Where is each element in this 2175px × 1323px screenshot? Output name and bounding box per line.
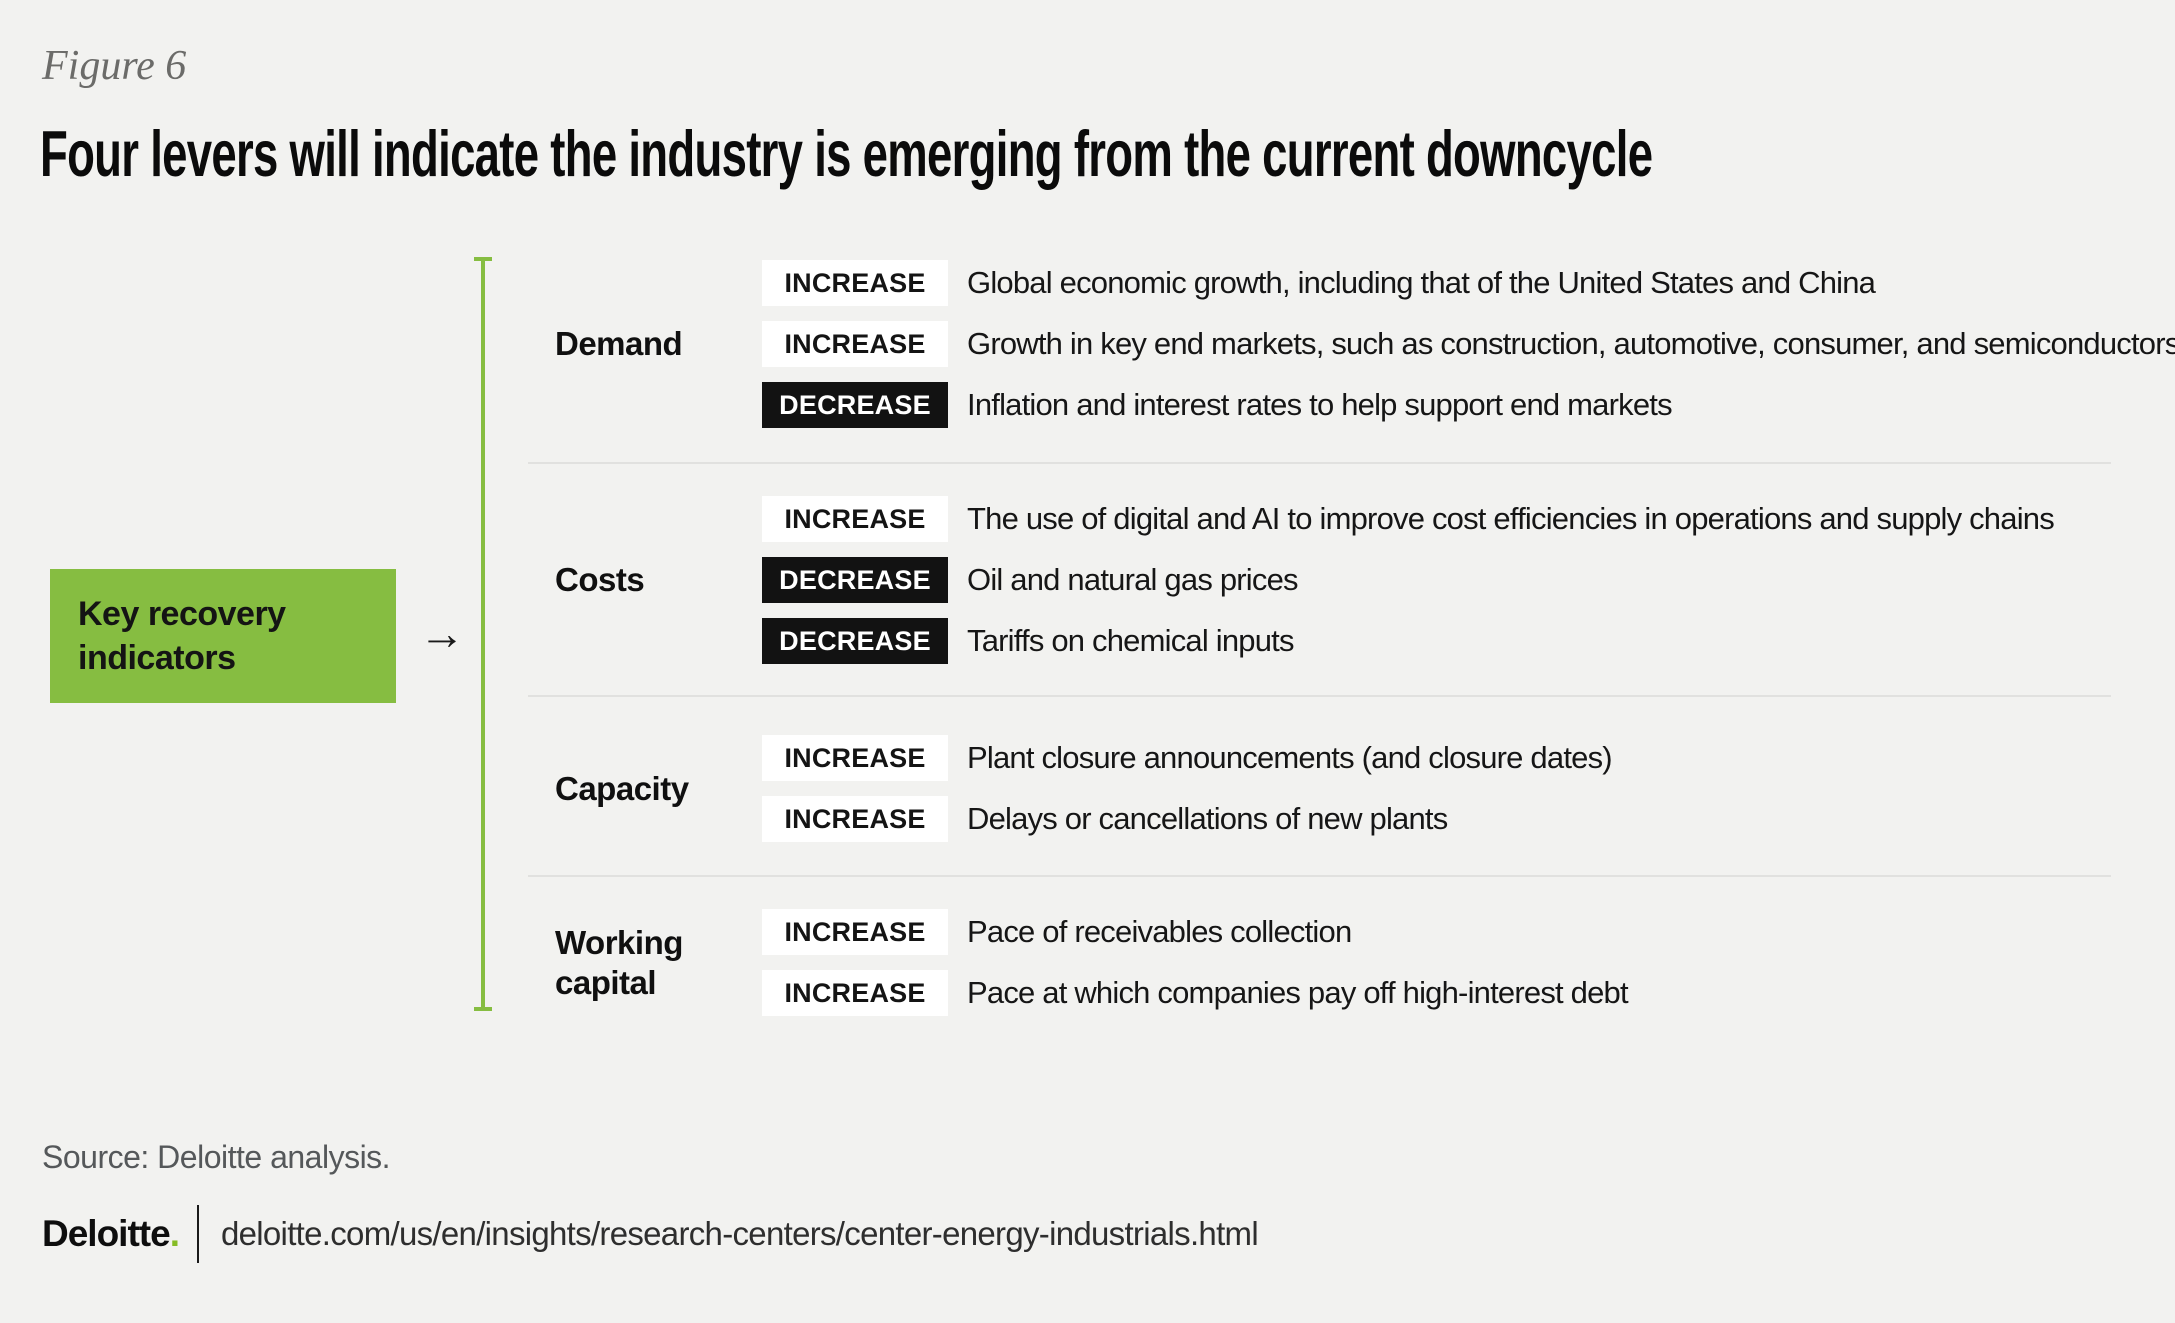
section-label: Demand: [555, 325, 683, 362]
indicator-text: Growth in key end markets, such as const…: [967, 326, 2175, 361]
key-recovery-indicators-box: Key recovery indicators: [50, 569, 396, 703]
section-rows: INCREASE Plant closure announcements (an…: [762, 735, 1613, 842]
indicator-row: DECREASE Oil and natural gas prices: [762, 557, 2054, 603]
indicator-row: INCREASE Pace of receivables collection: [762, 909, 1628, 955]
indicator-text: Tariffs on chemical inputs: [967, 623, 1294, 658]
figure-title: Four levers will indicate the industry i…: [40, 117, 1653, 190]
section-divider: [528, 462, 2111, 464]
indicator-text: The use of digital and AI to improve cos…: [967, 501, 2055, 536]
direction-badge: INCREASE: [762, 735, 948, 781]
key-box-line-2: indicators: [78, 639, 236, 677]
indicator-text: Pace of receivables collection: [967, 914, 1352, 949]
indicator-row: INCREASE Global economic growth, includi…: [762, 260, 2175, 306]
indicator-row: INCREASE Pace at which companies pay off…: [762, 970, 1629, 1016]
deloitte-logo-dot: .: [169, 1213, 180, 1254]
footer-divider: [196, 1205, 199, 1263]
indicator-text: Delays or cancellations of new plants: [967, 801, 1448, 836]
footer: Deloitte. deloitte.com/us/en/insights/re…: [42, 1205, 1259, 1263]
direction-badge: INCREASE: [762, 796, 948, 842]
section-capacity: Capacity INCREASE Plant closure announce…: [530, 735, 2160, 842]
section-label: Capacity: [555, 769, 689, 807]
right-arrow-icon: →: [419, 607, 465, 659]
deloitte-logo: Deloitte.: [42, 1213, 180, 1255]
source-note: Source: Deloitte analysis.: [42, 1139, 391, 1175]
deloitte-logo-text: Deloitte: [42, 1213, 171, 1254]
section-rows: INCREASE Global economic growth, includi…: [762, 260, 2175, 428]
section-rows: INCREASE Pace of receivables collection …: [762, 909, 1629, 1016]
section-divider: [528, 875, 2111, 877]
indicator-row: INCREASE The use of digital and AI to im…: [762, 496, 2055, 542]
section-divider: [528, 695, 2111, 697]
indicator-text: Plant closure announcements (and closure…: [967, 740, 1613, 775]
direction-badge: DECREASE: [762, 618, 948, 664]
section-rows: INCREASE The use of digital and AI to im…: [762, 496, 2055, 664]
indicator-row: INCREASE Growth in key end markets, such…: [762, 321, 2175, 367]
section-label: Working capital: [555, 923, 683, 1001]
figure-number-label: Figure 6: [42, 43, 187, 89]
direction-badge: DECREASE: [762, 557, 948, 603]
indicator-row: DECREASE Inflation and interest rates to…: [762, 382, 2175, 428]
footer-url: deloitte.com/us/en/insights/research-cen…: [220, 1215, 1259, 1252]
direction-badge: INCREASE: [762, 496, 948, 542]
section-costs: Costs INCREASE The use of digital and AI…: [530, 496, 2160, 664]
direction-badge: INCREASE: [762, 909, 948, 955]
section-demand: Demand INCREASE Global economic growth, …: [530, 260, 2175, 428]
direction-badge: DECREASE: [762, 382, 948, 428]
section-working-capital: Working capital INCREASE Pace of receiva…: [530, 909, 2160, 1016]
indicator-text: Oil and natural gas prices: [967, 562, 1299, 597]
indicator-text: Pace at which companies pay off high-int…: [967, 975, 1629, 1010]
direction-badge: INCREASE: [762, 260, 948, 306]
indicator-row: DECREASE Tariffs on chemical inputs: [762, 618, 2054, 664]
indicator-row: INCREASE Plant closure announcements (an…: [762, 735, 1613, 781]
bracket-line: [474, 257, 492, 1011]
indicator-text: Global economic growth, including that o…: [967, 265, 1876, 300]
section-label: Costs: [555, 561, 645, 598]
direction-badge: INCREASE: [762, 970, 948, 1016]
indicator-row: INCREASE Delays or cancellations of new …: [762, 796, 1612, 842]
direction-badge: INCREASE: [762, 321, 948, 367]
indicator-text: Inflation and interest rates to help sup…: [967, 387, 1673, 422]
key-box-line-1: Key recovery: [78, 595, 286, 633]
